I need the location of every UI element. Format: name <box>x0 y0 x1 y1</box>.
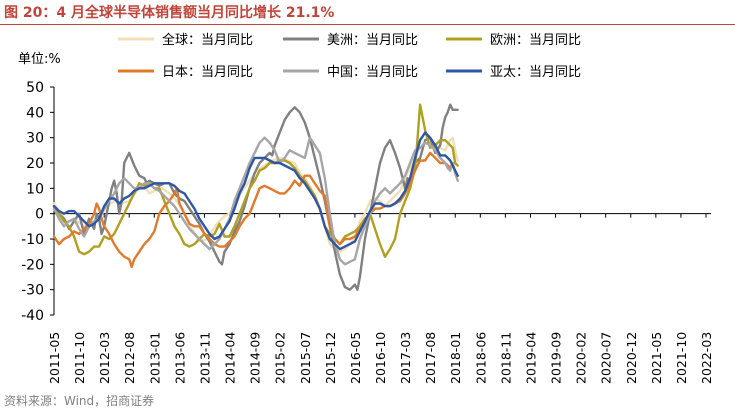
y-tick-label: -40 <box>21 308 44 324</box>
legend-label-2: 美洲：当月同比 <box>327 33 418 48</box>
x-tick-label: 2016-05 <box>348 332 363 384</box>
source-note: 资料来源：Wind，招商证券 <box>4 394 155 408</box>
series-line-5 <box>52 136 459 266</box>
x-tick-label: 2022-03 <box>699 332 714 384</box>
x-tick-label: 2015-02 <box>273 332 288 384</box>
x-tick-label: 2016-10 <box>373 332 388 384</box>
y-tick-label: 30 <box>26 131 44 147</box>
x-tick-label: 2015-07 <box>298 332 313 384</box>
series-line-1 <box>52 136 459 253</box>
legend-label-5: 中国：当月同比 <box>327 65 418 80</box>
x-tick-label: 2014-04 <box>223 332 238 384</box>
y-tick-label: 20 <box>26 156 44 172</box>
x-tick-label: 2019-09 <box>549 332 564 384</box>
x-tick-label: 2017-03 <box>398 332 413 384</box>
x-tick-label: 2013-11 <box>197 332 212 384</box>
x-tick-label: 2013-06 <box>172 332 187 384</box>
x-tick-label: 2012-03 <box>97 332 112 384</box>
chart-title: 图 20：4 月全球半导体销售额当月同比增长 21.1% <box>4 5 335 21</box>
y-tick-label: -30 <box>21 283 44 299</box>
y-tick-label: -20 <box>21 257 44 273</box>
x-tick-label: 2018-01 <box>448 332 463 384</box>
x-tick-label: 2021-05 <box>649 332 664 384</box>
legend-label-1: 全球：当月同比 <box>162 32 253 48</box>
y-axis-label: 单位:% <box>18 52 61 67</box>
plot-lines <box>52 103 459 291</box>
x-tick-label: 2020-02 <box>574 332 589 384</box>
x-tick-label: 2014-09 <box>248 332 263 384</box>
x-tick-label: 2021-10 <box>674 332 689 384</box>
x-tick-label: 2011-05 <box>47 332 62 384</box>
legend-label-6: 亚太：当月同比 <box>490 65 581 80</box>
x-tick-label: 2013-01 <box>147 332 162 384</box>
y-tick-label: 50 <box>26 80 44 96</box>
y-tick-label: 0 <box>35 207 44 223</box>
x-tick-label: 2018-06 <box>473 332 488 384</box>
series-line-3 <box>52 103 459 258</box>
x-tick-label: 2019-04 <box>523 332 538 384</box>
title-rule <box>0 24 735 25</box>
x-tick-label: 2011-10 <box>72 332 87 384</box>
x-tick-label: 2020-12 <box>624 332 639 384</box>
legend-label-4: 日本：当月同比 <box>162 65 253 80</box>
x-tick-label: 2012-08 <box>122 332 137 384</box>
legend-label-3: 欧洲：当月同比 <box>490 33 581 48</box>
y-tick-label: -10 <box>21 232 44 248</box>
x-tick-label: 2015-12 <box>323 332 338 384</box>
axes: -40 -30 -20 -10 0 10 20 30 40 50 2011-05 2011-10 201… <box>21 80 714 384</box>
y-tick-label: 10 <box>26 181 44 197</box>
x-tick-label: 2018-11 <box>498 332 513 384</box>
series-line-6 <box>52 131 459 251</box>
y-tick-label: 40 <box>26 105 44 121</box>
x-tick-label: 2020-07 <box>599 332 614 384</box>
x-tick-label: 2017-08 <box>423 332 438 384</box>
